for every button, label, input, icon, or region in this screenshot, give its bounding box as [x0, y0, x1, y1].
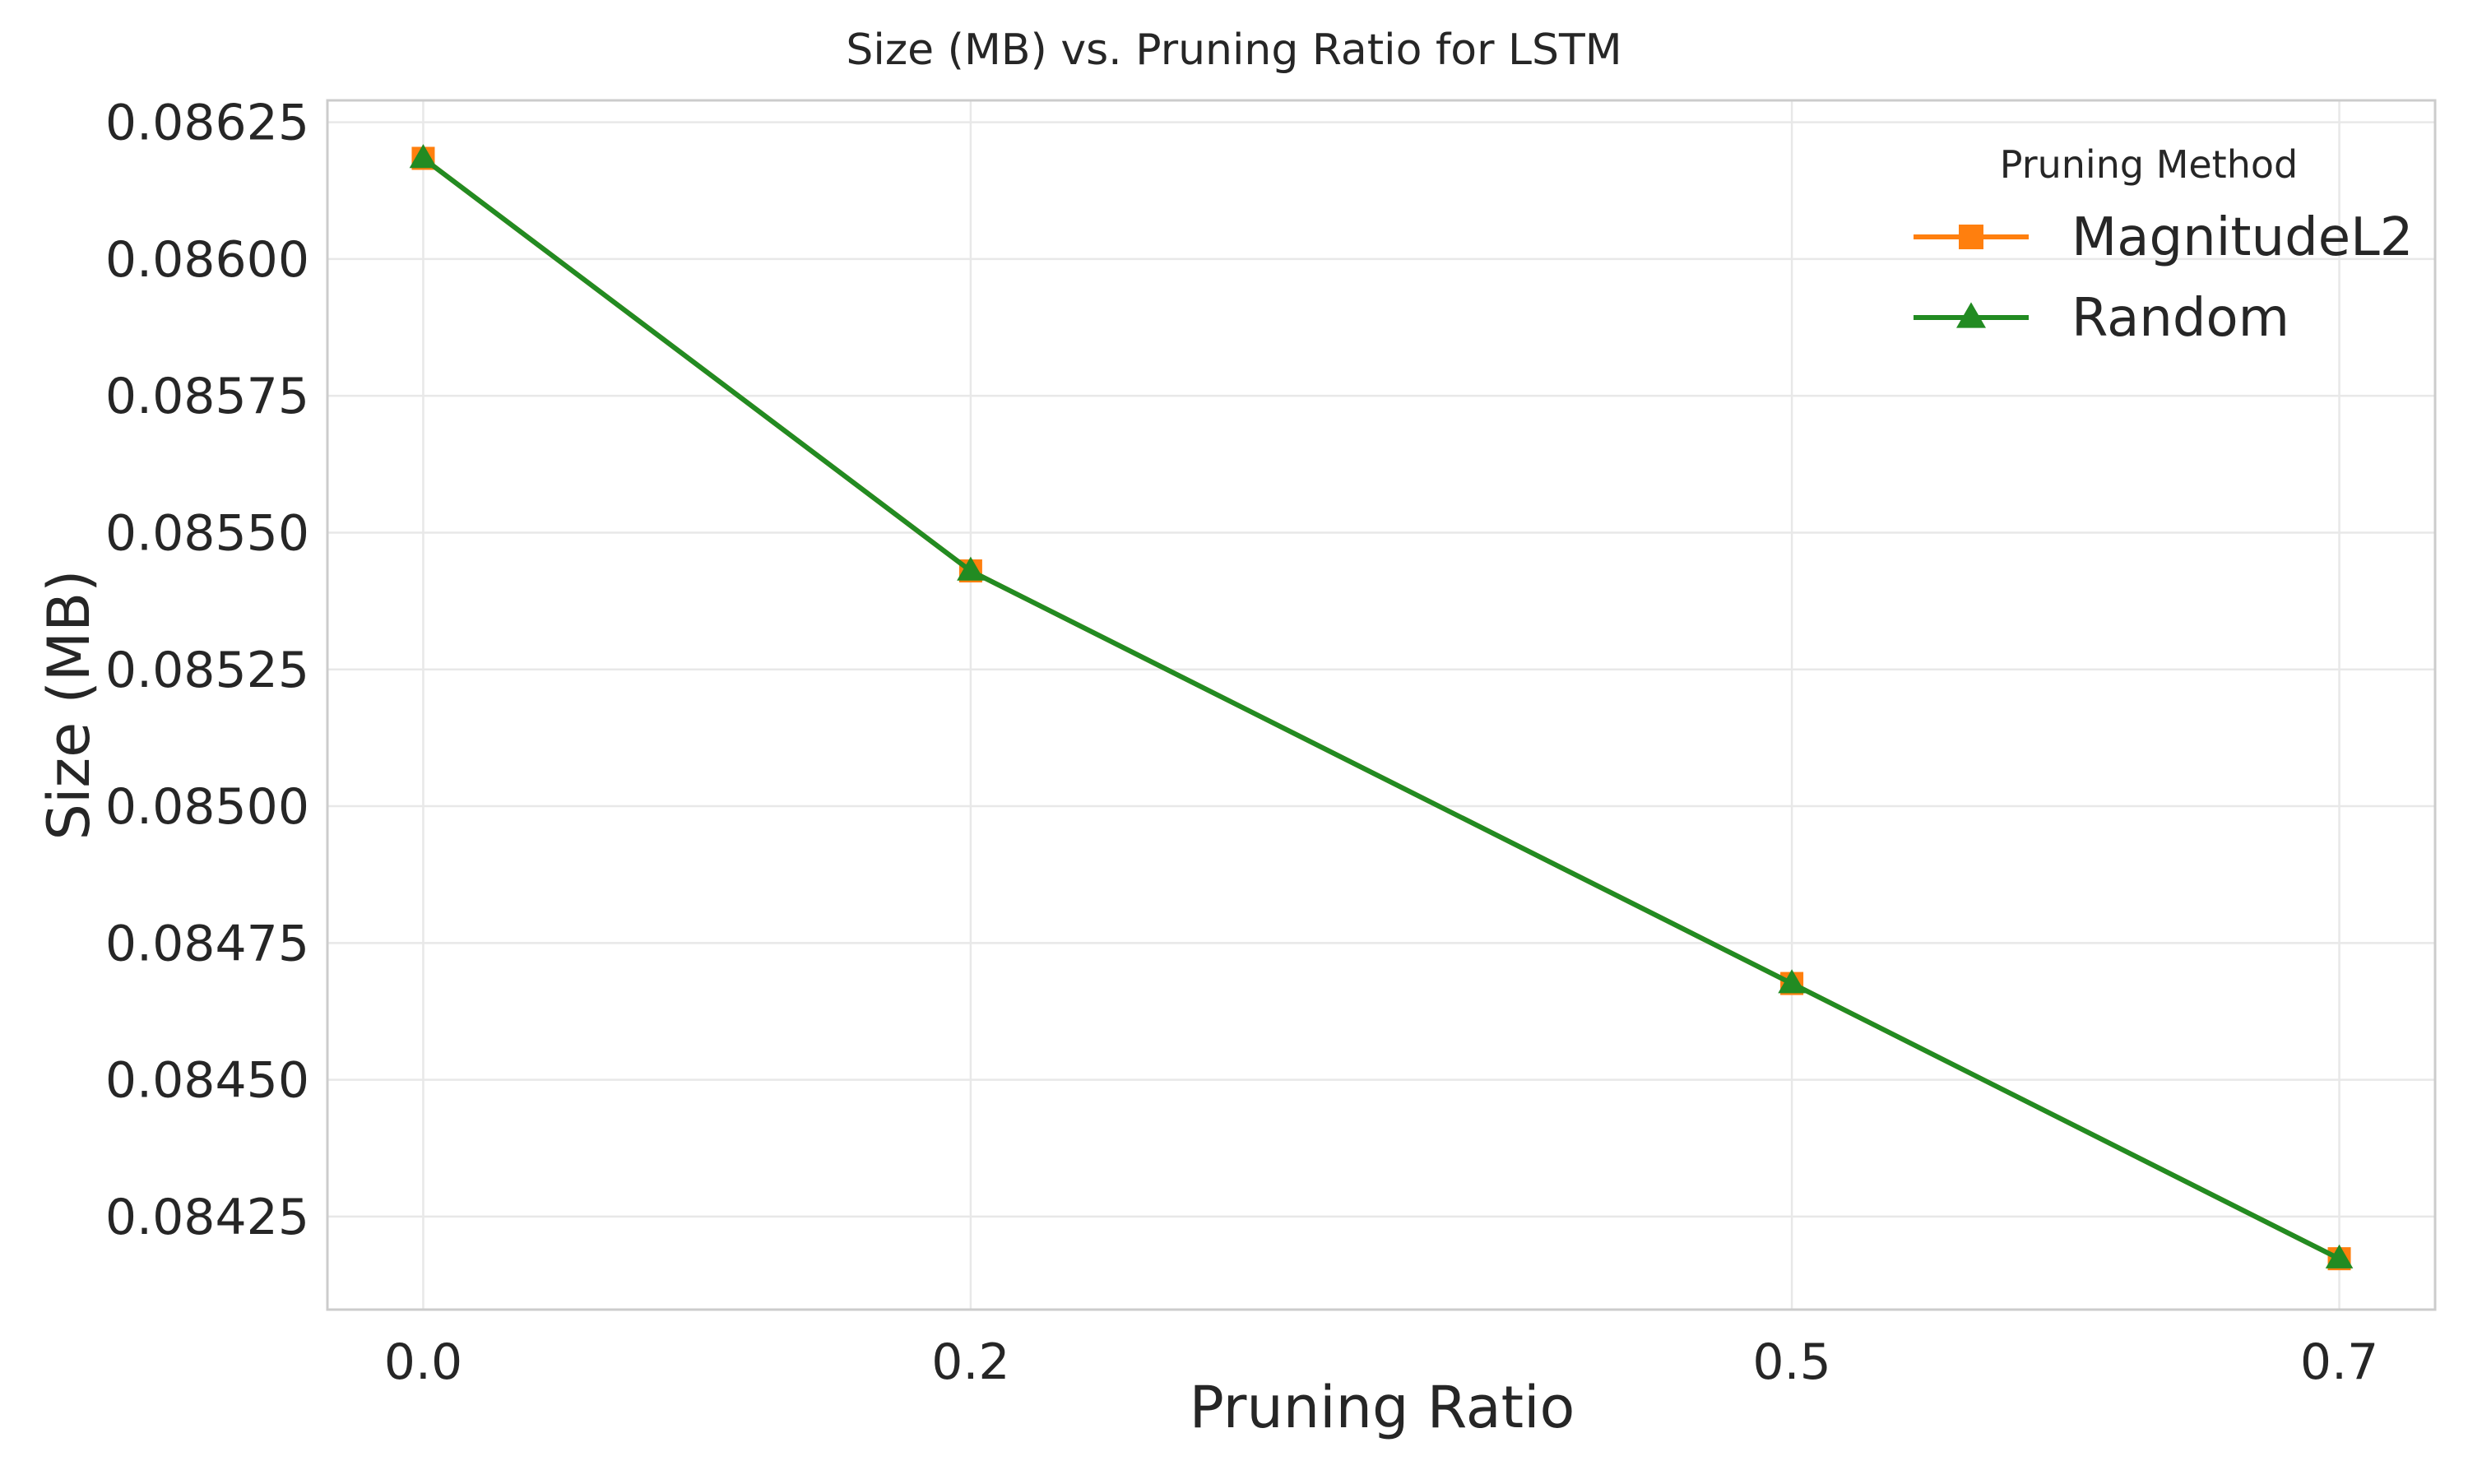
y-tick-label: 0.08575	[105, 368, 309, 425]
legend-title: Pruning Method	[2000, 142, 2298, 187]
y-tick-label: 0.08600	[105, 231, 309, 289]
legend-label: MagnitudeL2	[2071, 207, 2413, 268]
plot-area-frame	[326, 99, 2437, 1311]
data-point-triangle	[409, 144, 438, 169]
y-tick-label: 0.08450	[105, 1052, 309, 1110]
grid	[327, 100, 2435, 1310]
data-point-triangle	[1778, 969, 1806, 994]
y-axis-label: Size (MB)	[35, 570, 103, 841]
legend-marker-triangle	[1956, 302, 1986, 328]
y-tick-label: 0.08475	[105, 915, 309, 972]
x-tick-label: 0.0	[384, 1333, 462, 1391]
legend: Pruning Method MagnitudeL2 Random	[1914, 142, 2413, 349]
legend-label: Random	[2071, 288, 2289, 349]
legend-item: Random	[1914, 288, 2289, 349]
x-tick-label: 0.5	[1752, 1333, 1830, 1391]
series-random	[409, 144, 2354, 1268]
x-tick-label: 0.2	[931, 1333, 1009, 1391]
chart-title: Size (MB) vs. Pruning Ratio for LSTM	[846, 26, 1621, 75]
y-tick-label: 0.08525	[105, 642, 309, 699]
y-tick-label: 0.08550	[105, 504, 309, 562]
series-line-random	[421, 156, 2340, 1261]
y-tick-label: 0.08625	[105, 95, 309, 152]
data-point-triangle	[2325, 1244, 2354, 1268]
x-axis-ticks: 0.0 0.2 0.5 0.7	[384, 1333, 2379, 1391]
x-axis-label: Pruning Ratio	[1190, 1374, 1575, 1441]
y-tick-label: 0.08500	[105, 778, 309, 836]
series	[409, 144, 2354, 1271]
legend-marker-square	[1959, 225, 1983, 249]
x-tick-label: 0.7	[2300, 1333, 2378, 1391]
legend-items: MagnitudeL2 Random	[1914, 207, 2413, 349]
y-tick-label: 0.08425	[105, 1189, 309, 1246]
data-point-triangle	[957, 556, 985, 581]
y-axis-ticks: 0.08425 0.08450 0.08475 0.08500 0.08525 0.085…	[105, 95, 309, 1246]
legend-item: MagnitudeL2	[1914, 207, 2413, 268]
